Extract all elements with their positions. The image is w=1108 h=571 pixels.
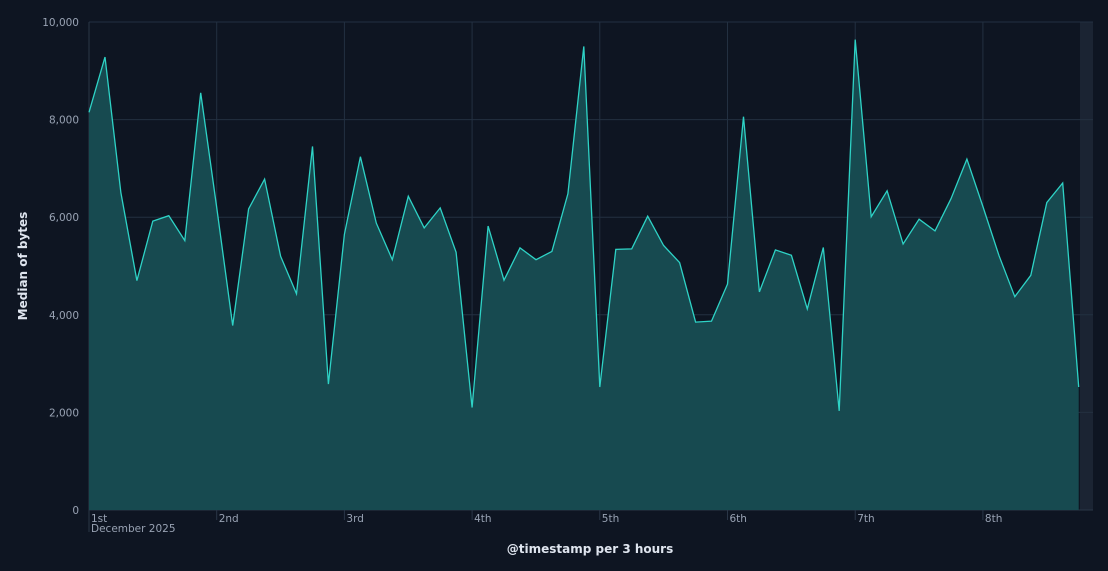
y-tick-label: 2,000 — [49, 407, 79, 419]
y-tick-label: 4,000 — [49, 310, 79, 322]
x-axis-sublabel: December 2025 — [91, 523, 176, 535]
series-line — [88, 39, 1080, 411]
y-tick-label: 6,000 — [49, 212, 79, 224]
x-tick-label: 6th — [730, 513, 747, 525]
x-axis-label: @timestamp per 3 hours — [507, 542, 673, 556]
y-tick-label: 0 — [72, 505, 79, 517]
x-tick-label: 5th — [602, 513, 619, 525]
x-tick-label: 4th — [474, 513, 491, 525]
x-axis-ticks: 1st 2nd 3rd 4th 5th 6th 7th 8th — [88, 510, 1002, 532]
x-tick-label: 8th — [985, 513, 1002, 525]
x-tick-label: 3rd — [346, 513, 363, 525]
y-tick-label: 8,000 — [49, 115, 79, 127]
series-area — [89, 39, 1079, 510]
y-axis-label: Median of bytes — [16, 212, 30, 321]
y-axis-ticks: 0 2,000 4,000 6,000 8,000 10,000 — [42, 17, 79, 517]
x-tick-label: 2nd — [219, 513, 239, 525]
partial-bucket-shade — [1080, 22, 1093, 510]
x-tick-label: 1st — [91, 513, 107, 525]
x-tick-label: 7th — [857, 513, 874, 525]
y-tick-label: 10,000 — [42, 17, 79, 29]
